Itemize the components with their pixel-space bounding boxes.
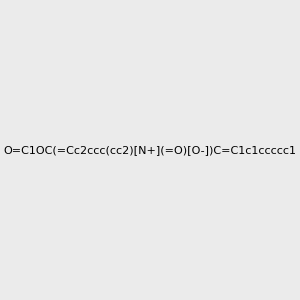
Text: O=C1OC(=Cc2ccc(cc2)[N+](=O)[O-])C=C1c1ccccc1: O=C1OC(=Cc2ccc(cc2)[N+](=O)[O-])C=C1c1cc…: [4, 145, 296, 155]
